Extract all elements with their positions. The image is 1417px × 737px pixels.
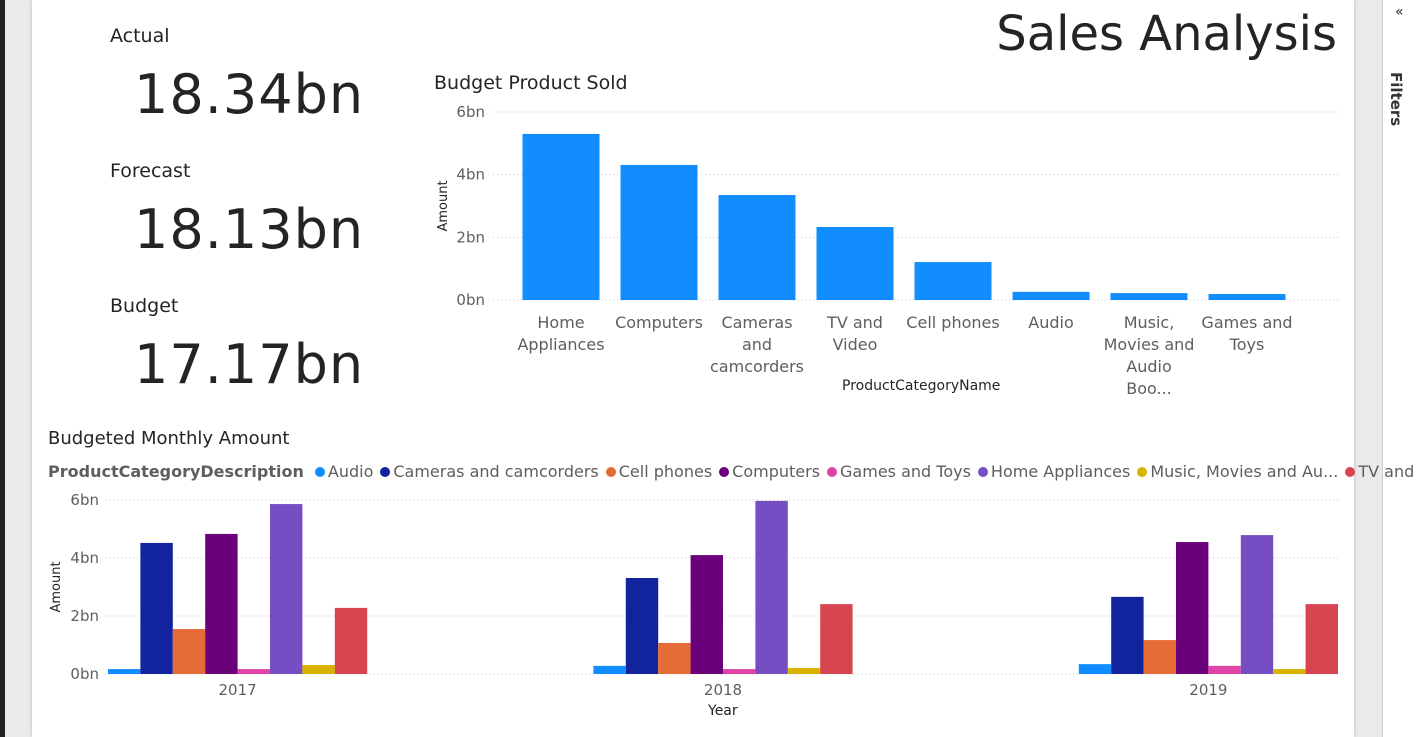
legend-entry: Audio — [327, 462, 374, 481]
x-tick-label: Audio — [1028, 313, 1074, 332]
bar — [1273, 669, 1306, 674]
y-axis-label: Amount — [436, 180, 451, 231]
y-tick-label: 6bn — [70, 491, 99, 509]
y-tick-label: 6bn — [456, 103, 485, 121]
legend-swatch — [314, 466, 325, 477]
bar — [237, 669, 270, 674]
y-tick-label: 2bn — [70, 607, 99, 625]
bar — [625, 578, 659, 674]
bar — [1110, 293, 1188, 300]
x-tick-label: Music, Movies and Audio Boo... — [1103, 313, 1195, 398]
x-tick-label: Cameras and camcorders — [710, 313, 804, 376]
bar — [205, 533, 238, 674]
card-value: 18.13bn — [134, 198, 365, 261]
bar — [1240, 535, 1274, 674]
bar — [787, 667, 821, 674]
bar — [302, 665, 335, 674]
y-tick-label: 4bn — [456, 166, 485, 184]
window-edge — [0, 0, 5, 737]
legend-entry: Music, Movies and Au... — [1150, 462, 1339, 481]
y-tick-label: 2bn — [456, 228, 485, 246]
legend-entry: TV and Video — [1358, 462, 1417, 481]
card-label: Budget — [110, 295, 179, 317]
x-tick-label: Cell phones — [906, 313, 1000, 332]
legend-swatch — [1345, 466, 1356, 477]
bar — [658, 642, 691, 674]
legend-entry: Cameras and camcorders — [393, 462, 599, 481]
bar — [1111, 596, 1144, 674]
y-tick-label: 0bn — [70, 665, 99, 683]
x-tick-label: Computers — [615, 313, 703, 332]
legend-entry: Home Appliances — [990, 462, 1131, 481]
bar — [522, 133, 600, 300]
chart-title: Budget Product Sold — [434, 72, 628, 94]
bar — [723, 669, 756, 674]
bar — [172, 629, 206, 674]
y-tick-label: 4bn — [70, 549, 99, 567]
bar — [914, 262, 992, 300]
y-tick-label: 0bn — [456, 291, 485, 309]
x-tick-label: Home Appliances — [517, 313, 605, 354]
bar — [1208, 665, 1241, 674]
bar — [140, 542, 173, 674]
collapse-icon[interactable]: « — [1395, 4, 1404, 20]
bar — [593, 665, 626, 674]
bar — [690, 555, 723, 674]
legend-entry: Games and Toys — [840, 462, 971, 481]
legend-entry: Cell phones — [618, 462, 713, 481]
bar — [334, 607, 368, 674]
x-tick-label: 2019 — [1189, 681, 1227, 699]
bar — [620, 164, 698, 300]
chart-title: Budgeted Monthly Amount — [48, 428, 290, 449]
bar — [755, 500, 788, 674]
legend-swatch — [719, 466, 730, 477]
legend: ProductCategoryDescription Audio Cameras a… — [48, 462, 1417, 481]
x-axis-label: Year — [708, 703, 738, 719]
legend-title: ProductCategoryDescription — [48, 462, 304, 481]
bar — [1176, 542, 1209, 674]
legend-entry: Computers — [732, 462, 821, 481]
bar — [270, 504, 303, 674]
bar — [1143, 640, 1176, 674]
x-axis-label: ProductCategoryName — [842, 378, 1001, 394]
y-axis-label: Amount — [49, 561, 64, 612]
bar — [816, 226, 894, 300]
x-tick-label: 2018 — [704, 681, 742, 699]
bar — [1208, 294, 1286, 300]
legend-swatch — [380, 466, 391, 477]
legend-swatch — [605, 466, 616, 477]
x-tick-label: TV and Video — [827, 313, 883, 354]
card-label: Actual — [110, 25, 170, 47]
bar — [1012, 291, 1090, 300]
card-value: 18.34bn — [134, 63, 365, 126]
bar — [718, 195, 796, 300]
legend-swatch — [1137, 466, 1148, 477]
x-tick-label: 2017 — [219, 681, 257, 699]
page-title: Sales Analysis — [996, 6, 1337, 62]
bar — [1078, 664, 1112, 674]
card-value: 17.17bn — [134, 333, 365, 396]
legend-swatch — [977, 466, 988, 477]
card-label: Forecast — [110, 160, 191, 182]
filters-pane[interactable]: « Filters — [1382, 0, 1417, 737]
legend-swatch — [827, 466, 838, 477]
bar — [108, 669, 141, 674]
bar — [820, 604, 853, 674]
x-tick-label: Games and Toys — [1201, 313, 1293, 354]
bar — [1305, 604, 1338, 674]
